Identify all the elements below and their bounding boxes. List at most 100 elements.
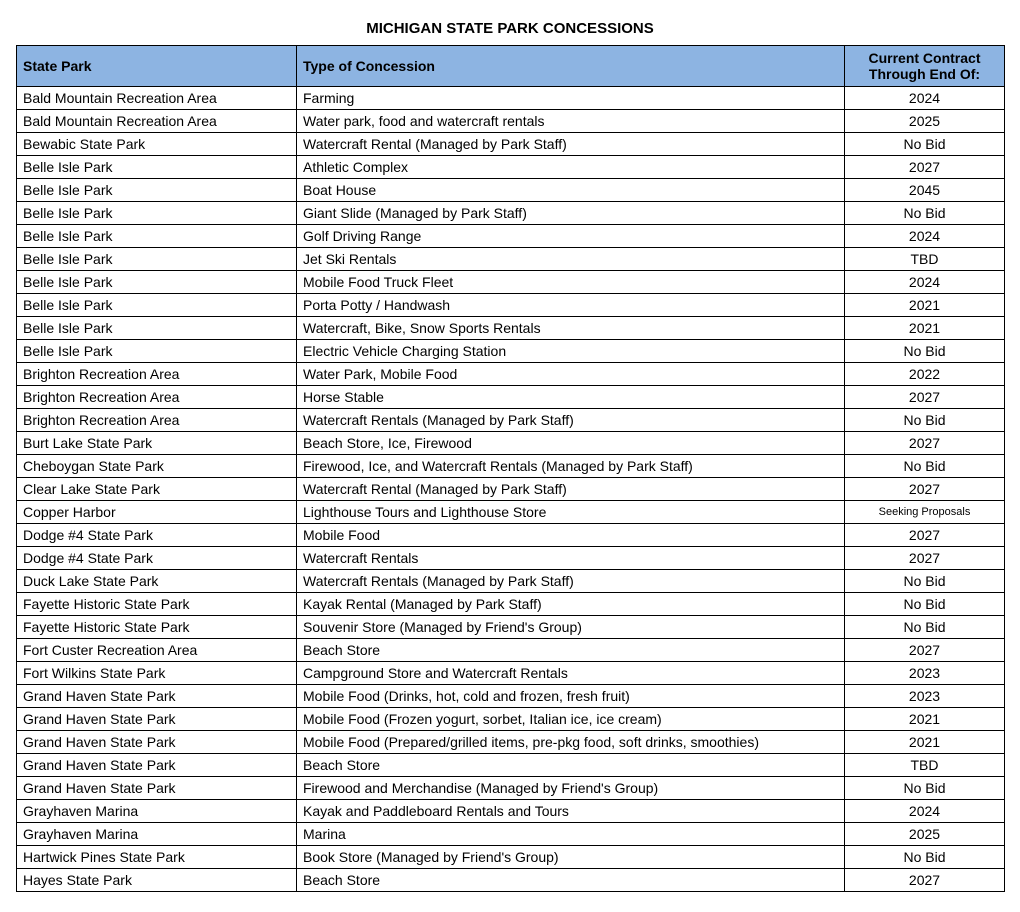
table-row: Bald Mountain Recreation AreaWater park,… xyxy=(17,110,1005,133)
cell-contract: No Bid xyxy=(845,409,1005,432)
cell-park: Grayhaven Marina xyxy=(17,823,297,846)
table-row: Copper HarborLighthouse Tours and Lighth… xyxy=(17,501,1005,524)
cell-type: Beach Store xyxy=(297,869,845,892)
cell-park: Grayhaven Marina xyxy=(17,800,297,823)
cell-park: Fort Wilkins State Park xyxy=(17,662,297,685)
table-row: Grand Haven State ParkMobile Food (Froze… xyxy=(17,708,1005,731)
cell-contract: No Bid xyxy=(845,846,1005,869)
cell-contract: 2027 xyxy=(845,547,1005,570)
table-row: Belle Isle ParkElectric Vehicle Charging… xyxy=(17,340,1005,363)
cell-park: Brighton Recreation Area xyxy=(17,409,297,432)
cell-type: Marina xyxy=(297,823,845,846)
cell-type: Watercraft, Bike, Snow Sports Rentals xyxy=(297,317,845,340)
cell-type: Electric Vehicle Charging Station xyxy=(297,340,845,363)
cell-type: Souvenir Store (Managed by Friend's Grou… xyxy=(297,616,845,639)
cell-contract: 2021 xyxy=(845,294,1005,317)
table-row: Grand Haven State ParkMobile Food (Drink… xyxy=(17,685,1005,708)
cell-contract: 2027 xyxy=(845,156,1005,179)
cell-park: Brighton Recreation Area xyxy=(17,386,297,409)
table-row: Bewabic State ParkWatercraft Rental (Man… xyxy=(17,133,1005,156)
cell-contract: 2027 xyxy=(845,386,1005,409)
page-title: MICHIGAN STATE PARK CONCESSIONS xyxy=(16,20,1004,37)
cell-park: Dodge #4 State Park xyxy=(17,547,297,570)
cell-contract: 2025 xyxy=(845,823,1005,846)
cell-contract: No Bid xyxy=(845,777,1005,800)
cell-park: Bald Mountain Recreation Area xyxy=(17,110,297,133)
cell-contract: 2024 xyxy=(845,87,1005,110)
table-row: Grayhaven MarinaMarina2025 xyxy=(17,823,1005,846)
cell-park: Cheboygan State Park xyxy=(17,455,297,478)
table-row: Bald Mountain Recreation AreaFarming2024 xyxy=(17,87,1005,110)
table-row: Grand Haven State ParkMobile Food (Prepa… xyxy=(17,731,1005,754)
cell-contract: 2023 xyxy=(845,662,1005,685)
cell-contract: 2027 xyxy=(845,524,1005,547)
cell-contract: 2045 xyxy=(845,179,1005,202)
cell-contract: 2024 xyxy=(845,225,1005,248)
cell-type: Mobile Food (Prepared/grilled items, pre… xyxy=(297,731,845,754)
cell-type: Kayak and Paddleboard Rentals and Tours xyxy=(297,800,845,823)
table-row: Belle Isle ParkGiant Slide (Managed by P… xyxy=(17,202,1005,225)
table-row: Fort Custer Recreation AreaBeach Store20… xyxy=(17,639,1005,662)
cell-type: Beach Store xyxy=(297,754,845,777)
cell-type: Watercraft Rentals xyxy=(297,547,845,570)
table-row: Belle Isle ParkGolf Driving Range2024 xyxy=(17,225,1005,248)
table-row: Brighton Recreation AreaWater Park, Mobi… xyxy=(17,363,1005,386)
cell-type: Watercraft Rental (Managed by Park Staff… xyxy=(297,133,845,156)
cell-park: Belle Isle Park xyxy=(17,179,297,202)
table-row: Hartwick Pines State ParkBook Store (Man… xyxy=(17,846,1005,869)
cell-contract: No Bid xyxy=(845,593,1005,616)
cell-park: Hayes State Park xyxy=(17,869,297,892)
cell-type: Mobile Food (Drinks, hot, cold and froze… xyxy=(297,685,845,708)
cell-park: Grand Haven State Park xyxy=(17,708,297,731)
cell-contract: 2021 xyxy=(845,317,1005,340)
cell-park: Fayette Historic State Park xyxy=(17,616,297,639)
cell-contract: No Bid xyxy=(845,455,1005,478)
cell-type: Watercraft Rentals (Managed by Park Staf… xyxy=(297,570,845,593)
cell-contract: 2025 xyxy=(845,110,1005,133)
cell-park: Copper Harbor xyxy=(17,501,297,524)
table-row: Dodge #4 State ParkMobile Food2027 xyxy=(17,524,1005,547)
cell-park: Burt Lake State Park xyxy=(17,432,297,455)
cell-contract: 2027 xyxy=(845,639,1005,662)
table-row: Dodge #4 State ParkWatercraft Rentals202… xyxy=(17,547,1005,570)
concessions-table: State Park Type of Concession Current Co… xyxy=(16,45,1005,892)
cell-park: Bewabic State Park xyxy=(17,133,297,156)
cell-park: Belle Isle Park xyxy=(17,317,297,340)
cell-contract: 2021 xyxy=(845,708,1005,731)
cell-contract: 2027 xyxy=(845,478,1005,501)
cell-type: Beach Store xyxy=(297,639,845,662)
cell-type: Lighthouse Tours and Lighthouse Store xyxy=(297,501,845,524)
cell-type: Porta Potty / Handwash xyxy=(297,294,845,317)
cell-park: Belle Isle Park xyxy=(17,202,297,225)
cell-type: Kayak Rental (Managed by Park Staff) xyxy=(297,593,845,616)
cell-type: Water park, food and watercraft rentals xyxy=(297,110,845,133)
cell-park: Bald Mountain Recreation Area xyxy=(17,87,297,110)
cell-park: Grand Haven State Park xyxy=(17,731,297,754)
cell-park: Fort Custer Recreation Area xyxy=(17,639,297,662)
cell-park: Grand Haven State Park xyxy=(17,777,297,800)
table-row: Belle Isle ParkBoat House2045 xyxy=(17,179,1005,202)
table-row: Duck Lake State ParkWatercraft Rentals (… xyxy=(17,570,1005,593)
cell-park: Duck Lake State Park xyxy=(17,570,297,593)
cell-type: Beach Store, Ice, Firewood xyxy=(297,432,845,455)
table-row: Belle Isle ParkAthletic Complex2027 xyxy=(17,156,1005,179)
cell-contract: 2024 xyxy=(845,271,1005,294)
table-row: Grayhaven MarinaKayak and Paddleboard Re… xyxy=(17,800,1005,823)
col-header-park: State Park xyxy=(17,46,297,87)
table-row: Fayette Historic State ParkKayak Rental … xyxy=(17,593,1005,616)
cell-park: Brighton Recreation Area xyxy=(17,363,297,386)
table-row: Brighton Recreation AreaHorse Stable2027 xyxy=(17,386,1005,409)
cell-park: Belle Isle Park xyxy=(17,156,297,179)
cell-contract: No Bid xyxy=(845,570,1005,593)
table-row: Belle Isle ParkWatercraft, Bike, Snow Sp… xyxy=(17,317,1005,340)
cell-park: Belle Isle Park xyxy=(17,225,297,248)
cell-type: Farming xyxy=(297,87,845,110)
cell-park: Belle Isle Park xyxy=(17,340,297,363)
cell-contract: 2023 xyxy=(845,685,1005,708)
cell-type: Water Park, Mobile Food xyxy=(297,363,845,386)
cell-contract: 2021 xyxy=(845,731,1005,754)
cell-contract: No Bid xyxy=(845,133,1005,156)
cell-contract: No Bid xyxy=(845,340,1005,363)
cell-contract: TBD xyxy=(845,248,1005,271)
cell-type: Giant Slide (Managed by Park Staff) xyxy=(297,202,845,225)
